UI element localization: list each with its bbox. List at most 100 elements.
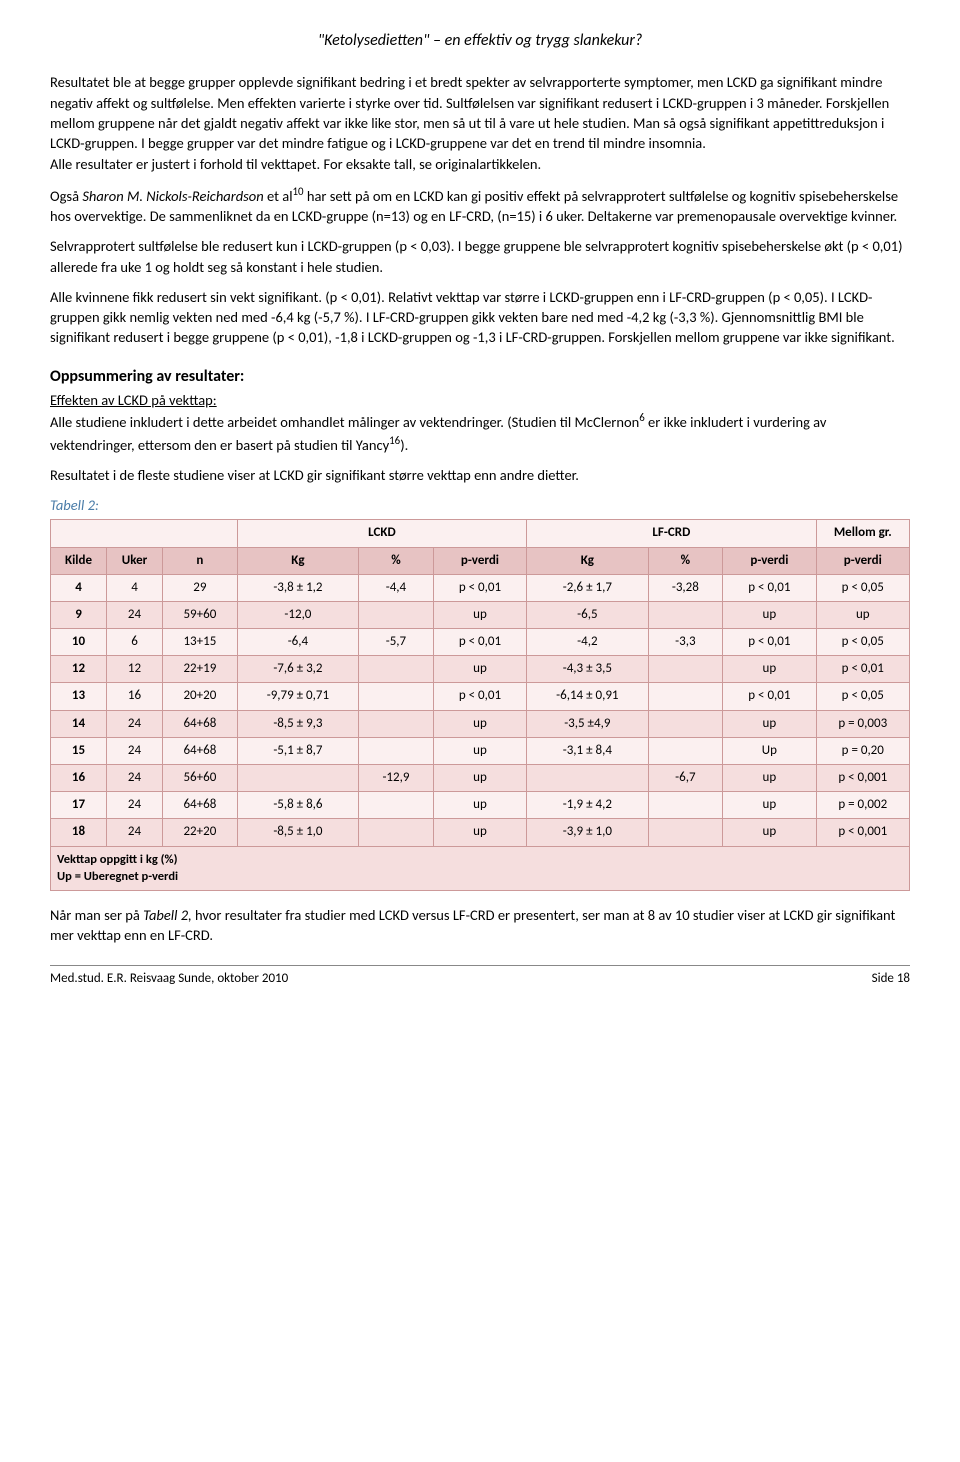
table-cell bbox=[359, 737, 434, 764]
closing-a: Når man ser på bbox=[50, 906, 143, 924]
table-cell: p < 0,05 bbox=[816, 683, 909, 710]
col-head: % bbox=[648, 547, 723, 574]
summary-p1c: ). bbox=[400, 435, 408, 453]
table-cell: -3,9 ± 1,0 bbox=[527, 819, 648, 846]
table-cell: -5,8 ± 8,6 bbox=[237, 792, 358, 819]
table-cell: 20+20 bbox=[163, 683, 238, 710]
table-cell: 24 bbox=[107, 737, 163, 764]
table-cell: 24 bbox=[107, 601, 163, 628]
table-cell: p < 0,01 bbox=[723, 574, 816, 601]
table-cell: p < 0,01 bbox=[433, 574, 526, 601]
table-cell: up bbox=[433, 601, 526, 628]
para-1b-text: Alle resultater er justert i forhold til… bbox=[50, 155, 541, 173]
footer-left: Med.stud. E.R. Reisvaag Sunde, oktober 2… bbox=[50, 970, 288, 988]
note-line2: Up = Uberegnet p-verdi bbox=[57, 869, 178, 884]
table-cell: p < 0,05 bbox=[816, 629, 909, 656]
table-cell: up bbox=[723, 601, 816, 628]
table-cell: up bbox=[433, 710, 526, 737]
table-cell: p < 0,01 bbox=[723, 629, 816, 656]
table-cell bbox=[648, 710, 723, 737]
table-row: 172464+68-5,8 ± 8,6up-1,9 ± 4,2upp = 0,0… bbox=[51, 792, 910, 819]
para-1: Resultatet ble at begge grupper opplevde… bbox=[50, 72, 910, 173]
table-cell: p < 0,01 bbox=[433, 629, 526, 656]
table-cell: p < 0,05 bbox=[816, 574, 909, 601]
table-cell: -6,7 bbox=[648, 765, 723, 792]
table-cell: 18 bbox=[51, 819, 107, 846]
th-lckd: LCKD bbox=[237, 520, 526, 547]
table-cell: 15 bbox=[51, 737, 107, 764]
table-cell: up bbox=[433, 819, 526, 846]
table-cell: 17 bbox=[51, 792, 107, 819]
table-row: 142464+68-8,5 ± 9,3up-3,5 ±4,9upp = 0,00… bbox=[51, 710, 910, 737]
note-line1: Vekttap oppgitt i kg (%) bbox=[57, 852, 177, 867]
table-cell: p < 0,001 bbox=[816, 765, 909, 792]
table-cell: up bbox=[723, 792, 816, 819]
table-cell: 6 bbox=[107, 629, 163, 656]
table-cell: p < 0,01 bbox=[433, 683, 526, 710]
table-cell: -3,8 ± 1,2 bbox=[237, 574, 358, 601]
table-cell bbox=[359, 683, 434, 710]
p2a-prefix: Også bbox=[50, 187, 82, 205]
table-cell: -3,28 bbox=[648, 574, 723, 601]
table-cell: -3,1 ± 8,4 bbox=[527, 737, 648, 764]
col-head: Kg bbox=[237, 547, 358, 574]
table-cell: -5,1 ± 8,7 bbox=[237, 737, 358, 764]
page-title: "Ketolysedietten" – en effektiv og trygg… bbox=[50, 30, 910, 52]
table-cell: 22+20 bbox=[163, 819, 238, 846]
table-cell: 24 bbox=[107, 792, 163, 819]
table-cell: 22+19 bbox=[163, 656, 238, 683]
table-cell bbox=[648, 792, 723, 819]
col-head: p-verdi bbox=[433, 547, 526, 574]
table-cell bbox=[359, 792, 434, 819]
table-row: 131620+20-9,79 ± 0,71p < 0,01-6,14 ± 0,9… bbox=[51, 683, 910, 710]
col-head: p-verdi bbox=[723, 547, 816, 574]
table-cell: 14 bbox=[51, 710, 107, 737]
para-2a: Også Sharon M. Nickols-Reichardson et al… bbox=[50, 184, 910, 226]
table-cell bbox=[648, 819, 723, 846]
table-cell bbox=[527, 765, 648, 792]
table-cell: 9 bbox=[51, 601, 107, 628]
table-cell: up bbox=[433, 792, 526, 819]
table-row: 162456+60-12,9up-6,7upp < 0,001 bbox=[51, 765, 910, 792]
table-cell bbox=[359, 819, 434, 846]
table-row: 10613+15-6,4-5,7p < 0,01-4,2-3,3p < 0,01… bbox=[51, 629, 910, 656]
table-row: 182422+20-8,5 ± 1,0up-3,9 ± 1,0upp < 0,0… bbox=[51, 819, 910, 846]
table-cell: -4,4 bbox=[359, 574, 434, 601]
th-between: Mellom gr. bbox=[816, 520, 909, 547]
table-cell: p < 0,01 bbox=[723, 683, 816, 710]
table-cell bbox=[648, 683, 723, 710]
table-row: 121222+19-7,6 ± 3,2up-4,3 ± 3,5upp < 0,0… bbox=[51, 656, 910, 683]
table-cell bbox=[648, 737, 723, 764]
summary-subheading: Effekten av LCKD på vekttap: bbox=[50, 390, 910, 410]
table-cell: Up bbox=[723, 737, 816, 764]
closing-para: Når man ser på Tabell 2, hvor resultater… bbox=[50, 905, 910, 946]
para-1-text: Resultatet ble at begge grupper opplevde… bbox=[50, 73, 889, 152]
table-cell: up bbox=[723, 710, 816, 737]
results-table: LCKD LF-CRD Mellom gr. KildeUkernKg%p-ve… bbox=[50, 519, 910, 890]
table-cell: -12,0 bbox=[237, 601, 358, 628]
table-cell: up bbox=[723, 765, 816, 792]
table-cell: 12 bbox=[107, 656, 163, 683]
p2a-author: Sharon M. Nickols-Reichardson bbox=[82, 187, 263, 205]
table-cell: 24 bbox=[107, 765, 163, 792]
table-cell bbox=[237, 765, 358, 792]
table-cell: -12,9 bbox=[359, 765, 434, 792]
table-cell: 29 bbox=[163, 574, 238, 601]
summary-heading: Oppsummering av resultater: bbox=[50, 366, 910, 388]
col-head: % bbox=[359, 547, 434, 574]
table-cell: p = 0,20 bbox=[816, 737, 909, 764]
th-lfcrd: LF-CRD bbox=[527, 520, 816, 547]
table-cell: 56+60 bbox=[163, 765, 238, 792]
table-cell: -9,79 ± 0,71 bbox=[237, 683, 358, 710]
p2a-mid: et al bbox=[264, 187, 293, 205]
table-cell: 59+60 bbox=[163, 601, 238, 628]
table-cell: -5,7 bbox=[359, 629, 434, 656]
table-cell bbox=[648, 656, 723, 683]
footer-right: Side 18 bbox=[872, 970, 910, 988]
closing-i: Tabell 2, bbox=[143, 906, 192, 924]
table-cell: 4 bbox=[107, 574, 163, 601]
table-cell: up bbox=[816, 601, 909, 628]
summary-p1: Alle studiene inkludert i dette arbeidet… bbox=[50, 410, 910, 454]
table-cell: 64+68 bbox=[163, 792, 238, 819]
table-cell: -3,5 ±4,9 bbox=[527, 710, 648, 737]
